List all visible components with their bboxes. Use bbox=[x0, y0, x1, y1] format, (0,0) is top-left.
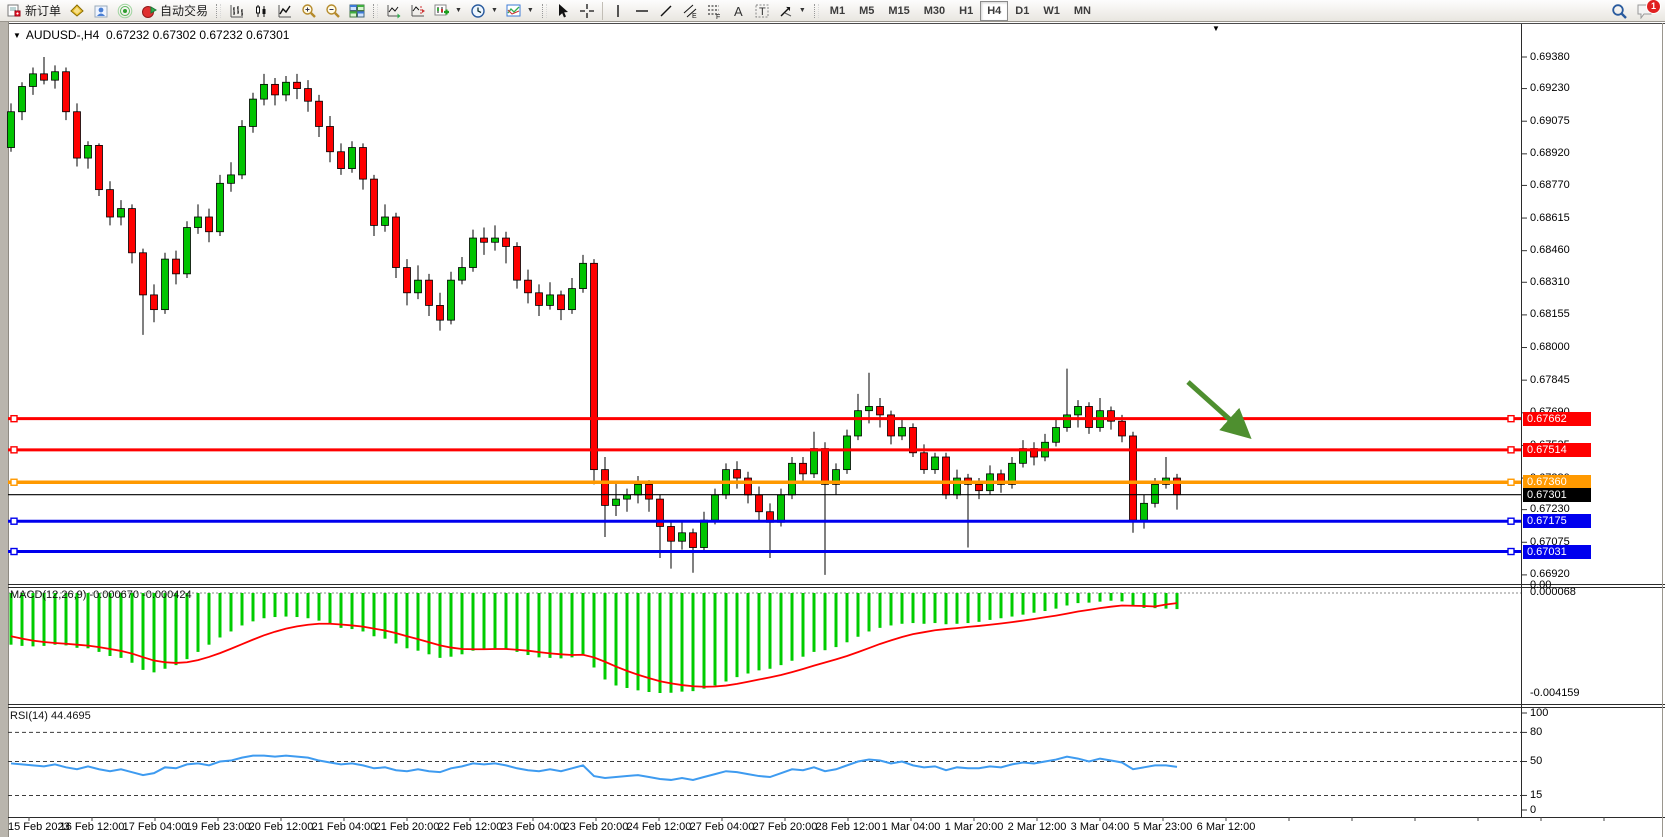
toolbar-grip bbox=[373, 3, 379, 18]
timeframe-h4-button[interactable]: H4 bbox=[980, 0, 1009, 21]
bar-chart-icon bbox=[229, 3, 245, 19]
indicators-icon bbox=[506, 3, 522, 19]
tile-windows-icon bbox=[349, 3, 365, 19]
notifications-button[interactable]: 1 bbox=[1635, 0, 1661, 19]
toolbar-grip bbox=[813, 3, 819, 18]
vertical-line-button[interactable] bbox=[606, 1, 630, 21]
auto-trading-label: 自动交易 bbox=[160, 4, 209, 18]
trendline-icon bbox=[658, 3, 674, 19]
svg-text:T: T bbox=[759, 6, 766, 18]
candlestick-chart-button[interactable] bbox=[249, 1, 273, 21]
indicators-button[interactable]: ▼ bbox=[502, 1, 538, 21]
toolbar-grip bbox=[541, 3, 547, 18]
auto-trading-icon bbox=[141, 3, 157, 19]
auto-scroll-button[interactable] bbox=[382, 1, 406, 21]
search-icon[interactable] bbox=[1611, 3, 1627, 19]
trendline-button[interactable] bbox=[654, 1, 678, 21]
toolbar-grip bbox=[216, 3, 222, 18]
timeframe-mn-button[interactable]: MN bbox=[1067, 1, 1098, 21]
window-left-frame bbox=[0, 22, 9, 837]
text-button[interactable]: A bbox=[726, 1, 750, 21]
gold-seal-icon bbox=[69, 3, 85, 19]
window-right-frame bbox=[1662, 23, 1663, 837]
crosshair-button[interactable] bbox=[575, 1, 599, 21]
cursor-button[interactable] bbox=[551, 1, 575, 21]
tile-windows-button[interactable] bbox=[345, 1, 369, 21]
clock-icon bbox=[470, 3, 486, 19]
zoom-in-icon bbox=[301, 3, 317, 19]
signal-button[interactable] bbox=[113, 1, 137, 21]
new-order-icon bbox=[6, 3, 22, 19]
timeframe-m1-button[interactable]: M1 bbox=[823, 1, 852, 21]
new-order-button[interactable]: 新订单 bbox=[2, 1, 65, 21]
new-order-label: 新订单 bbox=[25, 4, 62, 18]
period-button[interactable]: ▼ bbox=[466, 1, 502, 21]
text-label-icon: T bbox=[754, 3, 770, 19]
new-chart-icon bbox=[434, 3, 450, 19]
styler-button[interactable] bbox=[65, 1, 89, 21]
main-toolbar: 新订单 自动交易 bbox=[0, 0, 1665, 22]
chart-scroll-toolbar-group: ▼ ▼ ▼ bbox=[382, 0, 538, 22]
horizontal-line-icon bbox=[634, 3, 650, 19]
time-axis-border bbox=[8, 817, 1665, 818]
fibonacci-icon: F bbox=[706, 3, 722, 21]
equidistant-channel-button[interactable]: E bbox=[678, 1, 702, 21]
publisher-person-icon bbox=[93, 3, 109, 19]
chart-shift-button[interactable] bbox=[406, 1, 430, 21]
svg-text:F: F bbox=[716, 14, 720, 19]
timeframe-m5-button[interactable]: M5 bbox=[852, 1, 881, 21]
fibonacci-button[interactable]: F bbox=[702, 1, 726, 21]
timeframe-m30-button[interactable]: M30 bbox=[917, 1, 952, 21]
timeframe-m15-button[interactable]: M15 bbox=[881, 1, 916, 21]
dropdown-caret-icon: ▼ bbox=[798, 7, 806, 14]
pane-separator[interactable] bbox=[8, 704, 1665, 705]
broadcast-signal-icon bbox=[117, 3, 133, 19]
line-chart-icon bbox=[277, 3, 293, 19]
pane-separator[interactable] bbox=[8, 584, 1665, 585]
cursor-arrow-icon bbox=[555, 3, 571, 19]
dropdown-caret-icon: ▼ bbox=[526, 7, 534, 14]
chart-shift-icon bbox=[410, 3, 426, 19]
trade-toolbar-group: 新订单 自动交易 bbox=[2, 0, 212, 22]
toolbar-right-group: 1 bbox=[1611, 0, 1663, 19]
timeframe-h1-button[interactable]: H1 bbox=[952, 1, 980, 21]
arrows-objects-button[interactable]: ▼ bbox=[774, 1, 810, 21]
chart-background bbox=[8, 23, 1665, 837]
svg-text:E: E bbox=[692, 13, 697, 19]
notification-badge: 1 bbox=[1646, 0, 1661, 14]
zoom-out-icon bbox=[325, 3, 341, 19]
bar-chart-button[interactable] bbox=[225, 1, 249, 21]
line-chart-button[interactable] bbox=[273, 1, 297, 21]
new-chart-button[interactable]: ▼ bbox=[430, 1, 466, 21]
equidistant-channel-icon: E bbox=[682, 3, 698, 20]
objects-toolbar-group: E F A T ▼ bbox=[551, 0, 810, 22]
text-a-icon: A bbox=[730, 3, 746, 19]
zoom-out-button[interactable] bbox=[321, 1, 345, 21]
svg-text:A: A bbox=[734, 4, 743, 19]
vertical-line-icon bbox=[610, 3, 626, 19]
timeframe-toolbar-group: M1 M5 M15 M30 H1 H4 D1 W1 MN bbox=[823, 0, 1098, 22]
crosshair-icon bbox=[579, 3, 595, 19]
pane-separator[interactable] bbox=[8, 587, 1665, 588]
arrows-icon bbox=[778, 3, 794, 19]
zoom-in-button[interactable] bbox=[297, 1, 321, 21]
horizontal-line-button[interactable] bbox=[630, 1, 654, 21]
timeframe-d1-button[interactable]: D1 bbox=[1008, 1, 1036, 21]
text-label-button[interactable]: T bbox=[750, 1, 774, 21]
dropdown-caret-icon: ▼ bbox=[455, 7, 462, 14]
pane-separator[interactable] bbox=[8, 707, 1665, 708]
dropdown-caret-icon: ▼ bbox=[490, 7, 498, 14]
chart-type-toolbar-group bbox=[225, 0, 369, 22]
auto-trading-button[interactable]: 自动交易 bbox=[137, 1, 212, 21]
toolbar-separator bbox=[601, 1, 603, 20]
auto-scroll-icon bbox=[386, 3, 402, 19]
timeframe-w1-button[interactable]: W1 bbox=[1036, 1, 1067, 21]
candlestick-chart-icon bbox=[253, 3, 269, 19]
publisher-button[interactable] bbox=[89, 1, 113, 21]
price-axis-border bbox=[1521, 24, 1522, 817]
